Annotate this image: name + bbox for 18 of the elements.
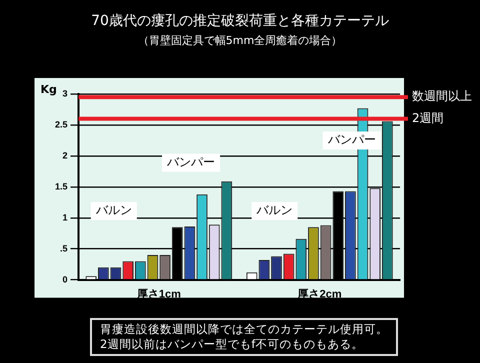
y-tick-label: 1.5 (54, 181, 68, 192)
annotation: バンパー (166, 154, 216, 169)
annotation: バンパー (326, 132, 376, 147)
y-tick-label: 3 (62, 88, 68, 98)
annotation: バルン (94, 203, 132, 218)
y-tick-label: .5 (60, 243, 68, 254)
y-tick-label: 0 (62, 274, 68, 284)
y-tick-label: 2.5 (54, 119, 68, 130)
ref-line-label: 2週間 (412, 110, 444, 125)
y-tick-label: 2 (62, 150, 68, 160)
y-tick-label: 1 (62, 212, 68, 222)
chart-title: 70歳代の瘻孔の推定破裂荷重と各種カテーテル (90, 12, 390, 30)
text: 胃瘻造設後数週間以降では全てのカテーテル使用可。 (100, 322, 388, 337)
ref-line-label: 数週間以上 (412, 89, 472, 104)
annotation: バルン (256, 203, 293, 218)
chart-subtitle: （胃壁固定具で幅5mm全周癒着の場合） (136, 33, 344, 48)
text: 2週間以前はバンパー型でもf不可のものもある。 (100, 337, 364, 352)
y-axis-title: Kg (40, 82, 57, 96)
